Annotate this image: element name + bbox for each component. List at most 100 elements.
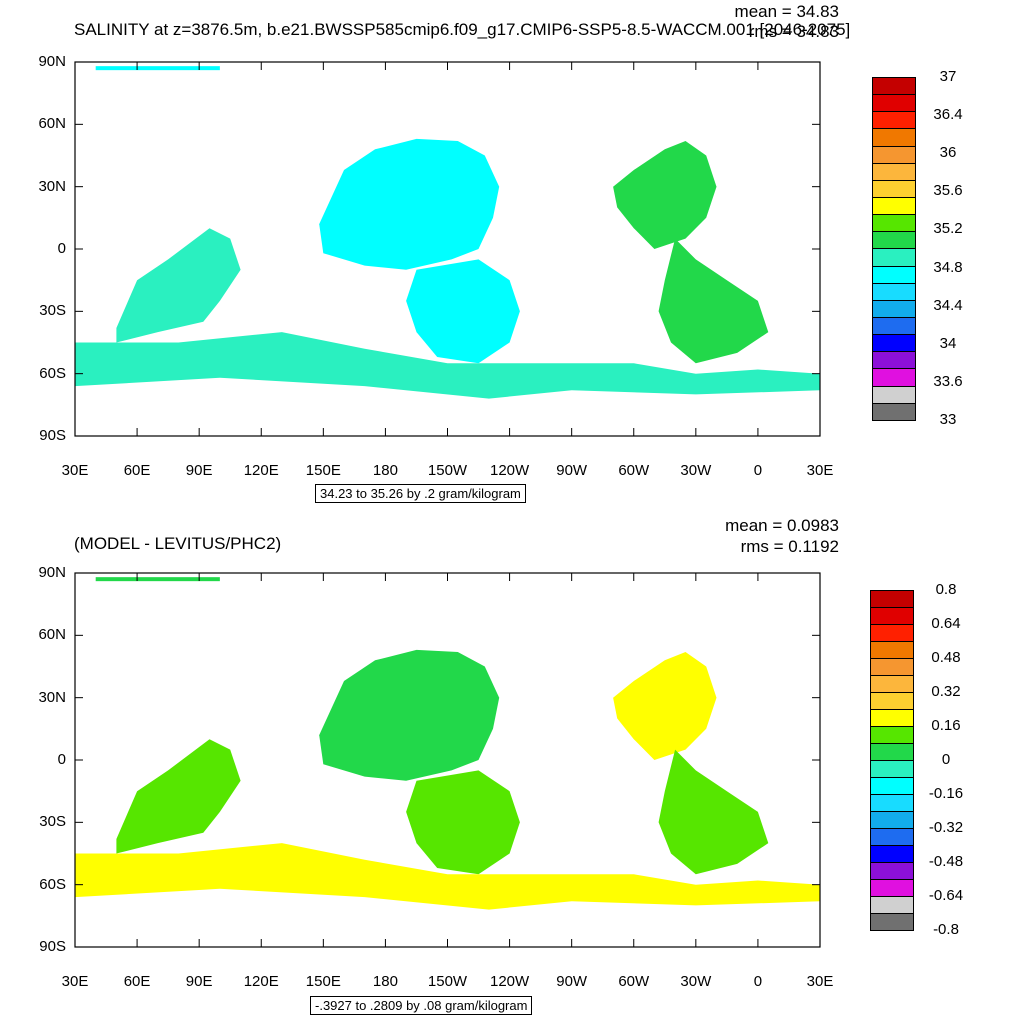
mean-label: mean = 0.0983 xyxy=(725,516,839,535)
colorbar-swatch xyxy=(870,624,914,641)
x-tick-label: 0 xyxy=(753,462,763,479)
y-tick-label: 30N xyxy=(38,177,66,195)
colorbar-swatch xyxy=(870,913,914,930)
colorbar-swatch xyxy=(872,334,916,352)
colorbar-swatch xyxy=(872,248,916,266)
region-north-atlantic xyxy=(613,141,717,249)
contour-info-box: -.3927 to .2809 by .08 gram/kilogram xyxy=(310,996,533,1015)
colorbar-swatch xyxy=(872,111,916,129)
y-tick-label: 90N xyxy=(38,564,66,581)
region-north-pacific xyxy=(319,138,500,270)
axis-ticks xyxy=(74,61,821,437)
colorbar-swatch xyxy=(870,862,914,879)
colorbar-swatch xyxy=(870,658,914,675)
colorbar-swatch xyxy=(872,214,916,232)
y-tick-label: 60N xyxy=(38,626,66,644)
x-tick-label: 150W xyxy=(427,462,468,479)
x-tick-label: 90W xyxy=(556,973,588,990)
axis-ticks xyxy=(74,572,821,948)
x-tick-label: 150E xyxy=(305,973,341,990)
colorbar-swatch xyxy=(872,145,916,163)
colorbar-swatch xyxy=(872,316,916,335)
x-tick-label: 30E xyxy=(806,462,834,479)
colorbar-swatch xyxy=(870,794,914,811)
colorbar-label: 33 xyxy=(939,411,957,428)
colorbar-swatch xyxy=(872,282,916,300)
region-indian-ocean xyxy=(116,739,241,854)
x-tick-label: 180 xyxy=(372,462,398,479)
region-north-atlantic xyxy=(613,652,717,760)
x-tick-label: 120E xyxy=(243,462,279,479)
colorbar-swatch xyxy=(872,299,916,317)
y-tick-label: 30N xyxy=(38,688,66,706)
panel-title: (MODEL - LEVITUS/PHC2) xyxy=(74,534,282,553)
region-north-pacific xyxy=(319,649,500,781)
x-tick-label: 60E xyxy=(123,462,151,479)
colorbar-swatch xyxy=(870,692,914,709)
colorbar-swatch xyxy=(870,675,914,692)
colorbar-label: 35.6 xyxy=(933,182,963,200)
colorbar-swatch xyxy=(872,128,916,146)
y-tick-label: 30S xyxy=(39,302,66,320)
y-tick-label: 90S xyxy=(39,427,66,444)
colorbar-swatch xyxy=(872,179,916,197)
colorbar-diff xyxy=(870,590,914,931)
x-tick-label: 30W xyxy=(680,973,712,990)
colorbar-label: 33.6 xyxy=(933,372,963,390)
colorbar-label: 0.8 xyxy=(935,581,957,598)
x-tick-label: 60W xyxy=(618,462,650,479)
colorbar-label: -0.16 xyxy=(928,785,964,802)
colorbar-swatch xyxy=(870,709,914,726)
x-tick-label: 0 xyxy=(753,973,763,990)
rms-label: rms = 0.1192 xyxy=(740,537,839,556)
y-tick-label: 90S xyxy=(39,938,66,955)
x-tick-label: 30W xyxy=(680,462,712,479)
x-tick-label: 90W xyxy=(556,462,588,479)
region-south-pacific xyxy=(406,770,520,875)
x-tick-label: 180 xyxy=(372,973,398,990)
colorbar-label: -0.64 xyxy=(928,887,964,904)
x-tick-label: 30E xyxy=(61,973,89,990)
colorbar-swatch xyxy=(870,607,914,624)
rms-label: rms = 34.83 xyxy=(748,22,839,41)
region-indian-ocean xyxy=(116,228,241,343)
colorbar-swatch xyxy=(870,845,914,862)
y-tick-label: 60S xyxy=(39,875,66,893)
colorbar-swatch xyxy=(870,743,914,760)
x-tick-label: 150E xyxy=(305,462,341,479)
y-tick-label: 0 xyxy=(57,751,66,768)
colorbar-label: 35.2 xyxy=(933,220,963,238)
colorbar-swatch xyxy=(872,265,916,283)
colorbar-swatch xyxy=(870,896,914,913)
x-tick-label: 120W xyxy=(489,462,530,479)
x-tick-label: 120W xyxy=(489,973,530,990)
map-panel-salinity xyxy=(74,61,821,437)
colorbar-swatch xyxy=(872,94,916,112)
colorbar-label: 34.8 xyxy=(933,258,963,276)
colorbar-swatch xyxy=(872,368,916,386)
contour-info-box: 34.23 to 35.26 by .2 gram/kilogram xyxy=(315,484,526,503)
x-tick-label: 30E xyxy=(61,462,89,479)
colorbar-label: 0.16 xyxy=(931,717,961,734)
colorbar-swatch xyxy=(870,726,914,743)
map-panel-diff xyxy=(74,572,821,948)
colorbar-label: 37 xyxy=(939,68,957,85)
colorbar-label: 36 xyxy=(939,144,957,162)
x-tick-label: 150W xyxy=(427,973,468,990)
colorbar-label: 0 xyxy=(941,751,951,768)
colorbar-swatch xyxy=(872,231,916,249)
map-regions xyxy=(75,577,820,910)
colorbar-swatch xyxy=(870,879,914,896)
y-tick-label: 30S xyxy=(39,813,66,831)
colorbar-swatch xyxy=(872,162,916,180)
x-tick-label: 90E xyxy=(185,973,213,990)
x-tick-label: 120E xyxy=(243,973,279,990)
colorbar-swatch xyxy=(872,351,916,369)
colorbar-label: 0.32 xyxy=(931,683,961,700)
colorbar-swatch xyxy=(870,590,914,607)
colorbar-swatch xyxy=(870,641,914,658)
colorbar-label: 0.64 xyxy=(931,615,961,632)
colorbar-label: 0.48 xyxy=(931,649,961,666)
colorbar-salinity xyxy=(872,77,916,421)
